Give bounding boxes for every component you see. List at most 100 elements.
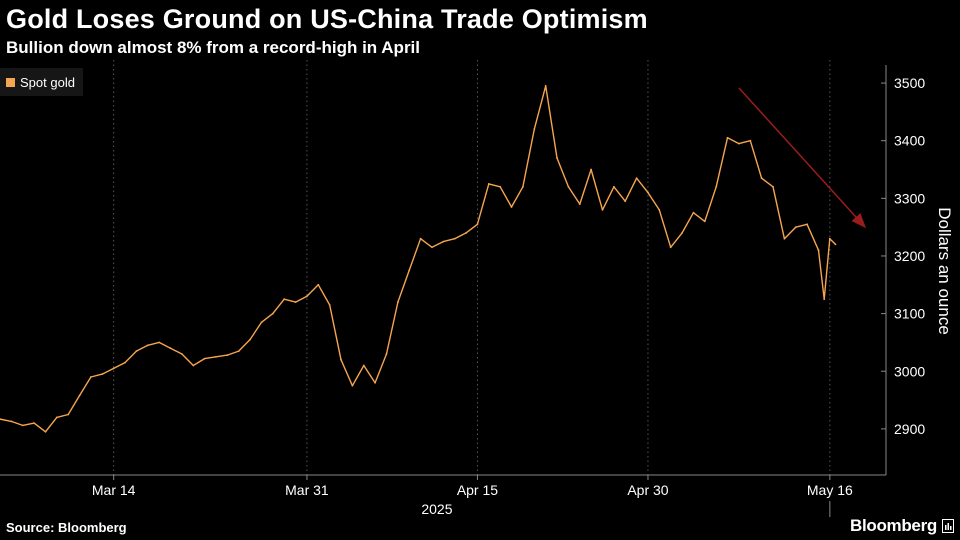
data-point xyxy=(397,301,399,303)
data-point xyxy=(601,209,604,211)
data-point xyxy=(419,237,422,240)
y-tick-label: 3100 xyxy=(894,306,925,322)
data-point xyxy=(794,226,797,229)
brand-name: Bloomberg xyxy=(849,516,937,535)
data-point xyxy=(465,232,467,234)
data-point xyxy=(90,376,92,378)
y-tick-label: 3000 xyxy=(894,363,925,379)
data-point xyxy=(192,364,195,367)
data-point xyxy=(351,384,354,387)
data-point xyxy=(112,367,115,370)
data-point xyxy=(408,269,411,272)
data-point xyxy=(567,185,570,188)
data-point xyxy=(215,355,217,358)
data-point xyxy=(647,191,649,194)
data-point xyxy=(487,183,490,185)
y-tick-label: 3500 xyxy=(894,75,925,91)
data-point xyxy=(55,416,58,419)
data-point xyxy=(703,220,706,223)
data-point xyxy=(328,304,331,306)
data-point xyxy=(44,430,47,433)
x-tick-label: May 16 xyxy=(807,482,853,498)
data-point xyxy=(385,353,388,355)
spot-gold-line xyxy=(0,85,836,433)
data-point xyxy=(135,350,138,352)
data-point xyxy=(169,347,172,350)
bloomberg-terminal-icon xyxy=(942,519,954,533)
data-point xyxy=(283,298,286,301)
data-point xyxy=(10,420,13,423)
data-point xyxy=(67,413,70,416)
y-tick-label: 3400 xyxy=(894,133,925,149)
y-axis-label: Dollars an ounce xyxy=(935,207,954,335)
data-point xyxy=(260,321,263,324)
chart-title: Gold Loses Ground on US-China Trade Opti… xyxy=(6,4,648,34)
x-tick-label: Apr 15 xyxy=(457,482,498,498)
data-point xyxy=(578,203,581,206)
data-point xyxy=(613,185,615,188)
data-point xyxy=(33,422,35,424)
data-point xyxy=(760,177,763,180)
x-year-label: 2025 xyxy=(421,501,452,517)
data-point xyxy=(237,350,240,352)
trend-arrow xyxy=(738,87,867,229)
data-point xyxy=(806,223,808,226)
data-point xyxy=(624,200,627,203)
data-point xyxy=(635,177,638,180)
data-point xyxy=(306,295,308,298)
legend-label-spot-gold: Spot gold xyxy=(20,74,75,90)
data-point xyxy=(294,301,297,303)
brand-logo: Bloomberg xyxy=(850,516,954,536)
data-point xyxy=(499,185,502,188)
data-point xyxy=(544,85,547,87)
chart-subtitle: Bullion down almost 8% from a record-hig… xyxy=(6,38,421,57)
data-point xyxy=(442,240,445,243)
data-point xyxy=(556,157,558,159)
data-point xyxy=(181,353,183,355)
data-point xyxy=(522,185,524,188)
data-point xyxy=(362,364,365,367)
data-point xyxy=(510,206,513,208)
data-point xyxy=(431,246,433,249)
data-point xyxy=(823,298,826,301)
x-tick-label: Mar 31 xyxy=(285,482,329,498)
data-point xyxy=(476,223,479,226)
data-point xyxy=(828,237,831,240)
data-point xyxy=(669,246,672,249)
data-point xyxy=(317,283,320,286)
data-point xyxy=(101,373,104,375)
source-note: Source: Bloomberg xyxy=(6,520,127,535)
data-point xyxy=(249,338,252,341)
data-point xyxy=(783,237,786,240)
x-tick-label: Apr 30 xyxy=(627,482,668,498)
x-tick-label: Mar 14 xyxy=(92,482,136,498)
data-point xyxy=(158,341,161,344)
data-point xyxy=(0,418,1,420)
data-point xyxy=(817,249,820,252)
y-tick-label: 3200 xyxy=(894,248,925,264)
data-point xyxy=(749,139,752,142)
data-point xyxy=(658,209,661,211)
data-point xyxy=(681,232,683,234)
y-tick-label: 3300 xyxy=(894,190,925,206)
data-point xyxy=(834,243,837,246)
data-point xyxy=(340,358,342,361)
y-tick-label: 2900 xyxy=(894,421,925,437)
legend-swatch-spot-gold xyxy=(6,77,15,87)
data-point xyxy=(271,312,274,315)
data-point xyxy=(203,357,206,360)
data-point xyxy=(374,381,376,384)
data-point xyxy=(124,361,126,364)
data-point xyxy=(772,185,774,188)
data-point xyxy=(146,344,149,347)
data-point xyxy=(590,168,592,171)
legend: Spot gold xyxy=(0,68,83,96)
data-point xyxy=(453,237,456,240)
data-point xyxy=(692,211,695,214)
data-point xyxy=(738,142,740,145)
data-point xyxy=(533,128,536,131)
data-point xyxy=(715,185,718,188)
data-point xyxy=(78,394,81,397)
data-point xyxy=(21,424,24,427)
